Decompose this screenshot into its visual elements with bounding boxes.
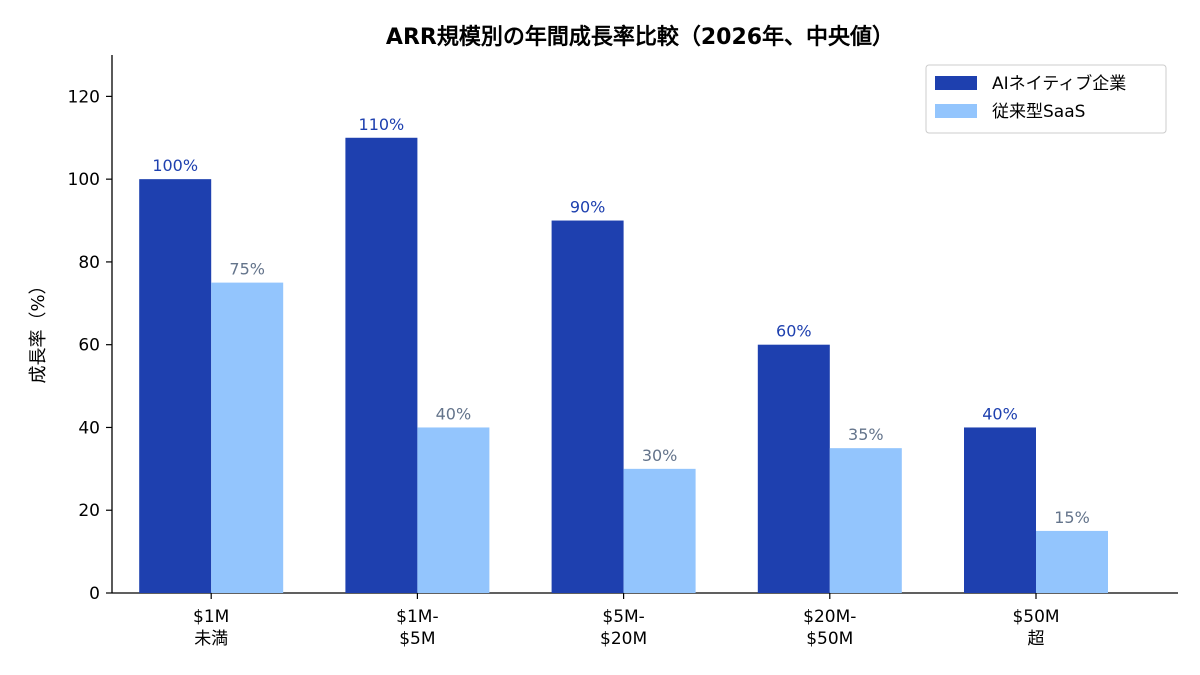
x-tick-label: $50M: [1012, 607, 1059, 627]
data-label: 75%: [229, 260, 265, 279]
x-tick-label: 未満: [194, 629, 228, 649]
x-tick-label: $20M-: [803, 607, 856, 627]
chart-title: ARR規模別の年間成長率比較（2026年、中央値）: [386, 24, 894, 50]
legend-entry: 従来型SaaS: [992, 102, 1085, 122]
data-label: 40%: [982, 404, 1018, 423]
bar-traditional-saas: [417, 427, 490, 593]
bar-traditional-saas: [1036, 530, 1108, 593]
x-tick-label: $1M-: [396, 607, 438, 627]
y-tick-label: 40: [78, 418, 100, 438]
bar-traditional-saas: [829, 448, 902, 593]
bar-ai-native: [551, 220, 624, 594]
x-tick-label: $50M: [806, 629, 853, 649]
y-tick-label: 60: [78, 336, 100, 356]
y-tick-label: 120: [68, 87, 100, 107]
legend-entry: AIネイティブ企業: [992, 73, 1126, 94]
legend-swatch: [935, 104, 977, 118]
bar-traditional-saas: [211, 282, 284, 593]
y-tick-label: 100: [68, 170, 100, 190]
x-tick-label: $5M: [399, 629, 435, 649]
data-label: 15%: [1054, 508, 1090, 527]
legend-swatch: [935, 76, 977, 90]
y-tick-label: 0: [89, 584, 100, 604]
x-tick-label: $5M-: [602, 607, 644, 627]
bar-ai-native: [139, 179, 212, 593]
data-label: 30%: [642, 446, 678, 465]
legend-box: [925, 64, 1167, 134]
data-label: 90%: [570, 198, 606, 217]
x-tick-label: 超: [1028, 629, 1045, 649]
plot-area: 020406080100120100%75%$1M未満110%40%$1M-$5…: [68, 55, 1178, 649]
y-axis-label: 成長率（%）: [28, 276, 49, 383]
bar-ai-native: [345, 137, 418, 593]
y-tick-label: 80: [78, 253, 100, 273]
bar-traditional-saas: [623, 468, 696, 593]
bar-ai-native: [964, 427, 1036, 593]
bar-ai-native: [757, 344, 830, 593]
data-label: 35%: [848, 425, 884, 444]
data-label: 110%: [359, 115, 405, 134]
x-tick-label: $20M: [600, 629, 647, 649]
data-label: 100%: [152, 156, 198, 175]
data-label: 60%: [776, 322, 812, 341]
y-tick-label: 20: [78, 501, 100, 521]
data-label: 40%: [436, 404, 472, 423]
x-tick-label: $1M: [193, 607, 229, 627]
